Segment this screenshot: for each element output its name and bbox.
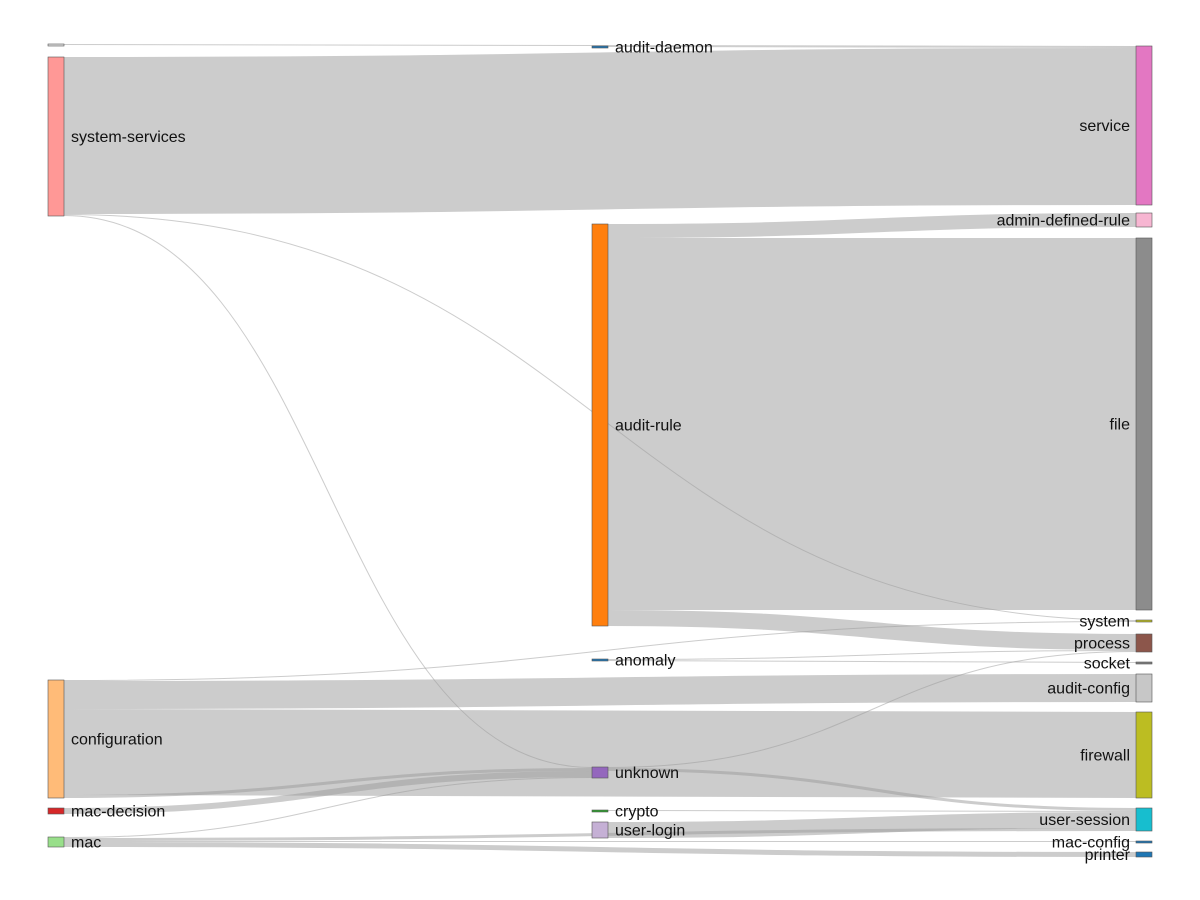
link-audit-rule-to-process [607, 610, 1137, 650]
link-configuration-to-firewall [63, 709, 1137, 798]
node-crypto [591, 809, 609, 813]
link-crypto-to-user-session [607, 810, 1137, 812]
link-unknown-to-user-session [607, 768, 1137, 811]
link-mac-to-printer [63, 842, 1137, 857]
link-src-unlabeled-to-service [63, 44, 1137, 47]
link-audit-rule-to-admin-defined-rule [607, 213, 1137, 238]
node-label-unknown: unknown [615, 765, 679, 782]
node-user-login [591, 821, 609, 839]
node-system-services [47, 56, 65, 217]
node-file [1135, 237, 1153, 611]
link-mac-decision-to-unknown [63, 771, 593, 814]
node-mac [47, 836, 65, 848]
node-unknown [591, 766, 609, 779]
node-mac-config [1135, 840, 1153, 844]
node-socket [1135, 661, 1153, 665]
node-label-user-login: user-login [615, 823, 685, 840]
node-label-mac-config: mac-config [1052, 835, 1130, 852]
link-anomaly-to-socket [607, 660, 1137, 663]
node-process [1135, 633, 1153, 653]
link-anomaly-to-process [607, 650, 1137, 660]
node-user-session [1135, 807, 1153, 832]
node-label-service: service [1079, 118, 1130, 135]
link-configuration-to-audit-config [63, 674, 1137, 709]
node-audit-rule [591, 223, 609, 627]
link-unknown-to-process [607, 651, 1137, 768]
node-printer [1135, 851, 1153, 858]
node-label-mac: mac [71, 835, 101, 852]
node-service [1135, 45, 1153, 206]
sankey-links [63, 44, 1137, 857]
node-configuration [47, 679, 65, 799]
node-label-printer: printer [1085, 847, 1131, 864]
node-label-audit-rule: audit-rule [615, 418, 682, 435]
node-label-firewall: firewall [1080, 748, 1130, 765]
node-label-mac-decision: mac-decision [71, 804, 165, 821]
node-label-user-session: user-session [1039, 812, 1130, 829]
sankey-nodes [47, 43, 1153, 858]
link-configuration-to-system [63, 621, 1137, 681]
node-label-audit-daemon: audit-daemon [615, 40, 713, 57]
node-mac-decision [47, 807, 65, 815]
node-anomaly [591, 658, 609, 662]
link-audit-daemon-to-service [607, 46, 1137, 48]
node-audit-daemon [591, 45, 609, 49]
node-label-process: process [1074, 636, 1130, 653]
node-audit-config [1135, 673, 1153, 703]
node-label-audit-config: audit-config [1047, 681, 1130, 698]
node-label-admin-defined-rule: admin-defined-rule [997, 213, 1131, 230]
sankey-labels: system-services configuration mac-decision… [71, 40, 1131, 864]
node-label-system-services: system-services [71, 129, 186, 146]
node-admin-defined-rule [1135, 212, 1153, 228]
node-system [1135, 619, 1153, 623]
node-label-crypto: crypto [615, 804, 659, 821]
link-configuration-to-unknown [63, 768, 593, 798]
node-label-anomaly: anomaly [615, 653, 675, 670]
link-mac-to-unknown [63, 777, 593, 838]
node-label-system: system [1079, 614, 1130, 631]
link-user-login-to-user-session [607, 812, 1137, 838]
node-label-socket: socket [1084, 656, 1131, 673]
node-src-unlabeled [47, 43, 65, 47]
link-system-services-to-service [63, 48, 1137, 214]
node-label-configuration: configuration [71, 732, 163, 749]
node-firewall [1135, 711, 1153, 799]
node-label-file: file [1110, 417, 1131, 434]
